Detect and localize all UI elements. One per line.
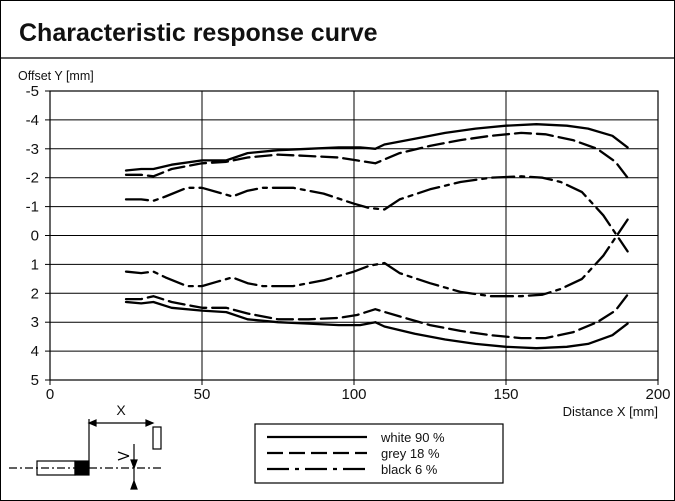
legend: white 90 % grey 18 % black 6 % [254, 423, 504, 484]
offset-y-label-icon-2 [117, 455, 130, 461]
legend-label-grey: grey 18 % [381, 446, 440, 461]
sensor-schematic: X [9, 402, 162, 490]
grid [50, 91, 658, 380]
y-tick-label: 0 [31, 228, 39, 245]
offset-arrow-down-icon [130, 479, 138, 490]
x-tick-label: 100 [341, 386, 366, 403]
series-line-black [124, 175, 629, 253]
distance-label: X [116, 402, 126, 418]
y-tick-label: -2 [26, 170, 39, 187]
y-axis: -5 -4 -3 -2 -1 0 1 2 3 4 5 [26, 83, 50, 389]
legend-label-black: black 6 % [381, 462, 438, 477]
y-tick-label: 3 [31, 314, 39, 331]
x-tick-label: 50 [194, 386, 211, 403]
offset-arrow-up-icon [130, 459, 138, 470]
chart-title: Characteristic response curve [19, 19, 378, 47]
y-tick-label: -3 [26, 141, 39, 158]
x-axis: 0 50 100 150 200 [46, 380, 671, 403]
legend-label-white: white 90 % [380, 430, 445, 445]
series-line-white [124, 300, 629, 350]
series-line-grey [124, 293, 629, 340]
arrow-left-icon [87, 419, 97, 427]
target-object-icon [152, 426, 162, 450]
series-line-grey [124, 131, 629, 179]
series-line-black [124, 218, 629, 298]
y-tick-label: -4 [26, 112, 39, 129]
x-tick-label: 0 [46, 386, 54, 403]
y-tick-label: 2 [31, 285, 39, 302]
y-tick-label: -5 [26, 83, 39, 100]
y-tick-label: -1 [26, 199, 39, 216]
offset-y-label-icon [117, 451, 130, 457]
y-tick-label: 4 [31, 343, 39, 360]
x-tick-label: 150 [493, 386, 518, 403]
series-group [124, 123, 629, 350]
x-axis-label: Distance X [mm] [563, 404, 658, 419]
y-tick-label: 1 [31, 256, 39, 273]
y-tick-label: 5 [31, 372, 39, 389]
x-tick-label: 200 [645, 386, 670, 403]
y-axis-label: Offset Y [mm] [18, 69, 94, 83]
series-line-white [124, 123, 629, 172]
arrow-right-icon [145, 419, 155, 427]
